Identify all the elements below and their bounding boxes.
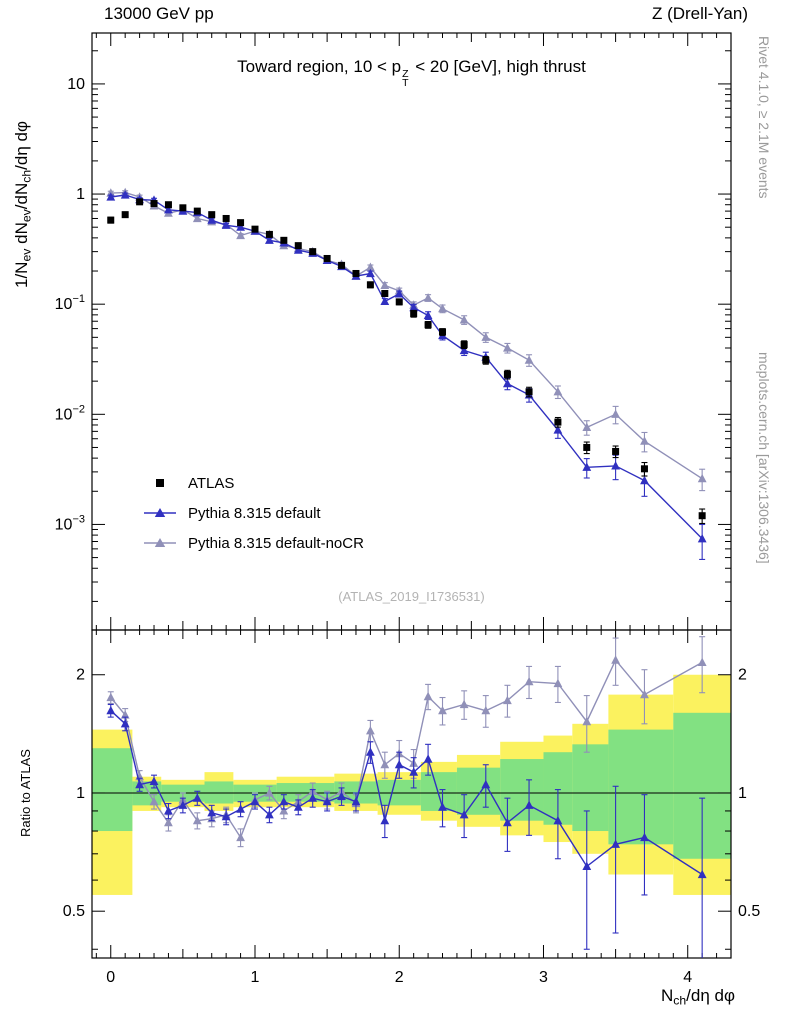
svg-text:1: 1 bbox=[76, 186, 85, 203]
pythia-default-triangle-icon bbox=[144, 508, 176, 517]
svg-text:0: 0 bbox=[106, 969, 115, 986]
mcplots-arxiv-note: mcplots.cern.ch [arXiv:1306.3436] bbox=[756, 352, 772, 564]
svg-text:1: 1 bbox=[738, 785, 747, 802]
x-axis-label: Nch/dη dφ bbox=[660, 986, 735, 1008]
beam-energy-label: 13000 GeV pp bbox=[104, 4, 214, 23]
svg-text:3: 3 bbox=[539, 969, 548, 986]
ratio-uncertainty-bands bbox=[92, 674, 731, 895]
plot-frames bbox=[91, 32, 732, 959]
pythia-nocr-triangle-icon bbox=[144, 538, 176, 547]
analysis-id-watermark: (ATLAS_2019_I1736531) bbox=[338, 589, 485, 604]
process-label: Z (Drell-Yan) bbox=[651, 4, 748, 23]
svg-text:4: 4 bbox=[683, 969, 692, 986]
svg-text:1: 1 bbox=[76, 785, 85, 802]
legend-label: ATLAS bbox=[188, 474, 235, 492]
legend-item-pythia-nocr: Pythia 8.315 default-noCR bbox=[142, 528, 364, 558]
axis-tick-labels: 0 1 2 3 4 10 1 10−1 10−2 10−3 0.5 0.5 1 1 2 2 bbox=[55, 76, 761, 986]
svg-text:10−1: 10−1 bbox=[55, 293, 85, 313]
ratio-series bbox=[106, 636, 707, 958]
svg-text:2: 2 bbox=[395, 969, 404, 986]
axis-ticks bbox=[92, 33, 732, 958]
svg-text:0.5: 0.5 bbox=[63, 903, 85, 920]
rivet-version-note: Rivet 4.1.0, ≥ 2.1M events bbox=[756, 36, 772, 199]
legend-item-atlas: ATLAS bbox=[142, 468, 364, 498]
svg-text:10−2: 10−2 bbox=[55, 403, 85, 423]
svg-text:10−3: 10−3 bbox=[55, 513, 85, 533]
svg-text:2: 2 bbox=[76, 667, 85, 684]
main-y-axis-label: 1/Nev dNev/dNch/dη dφ bbox=[12, 120, 34, 288]
legend: ATLAS Pythia 8.315 default Pythia 8.315 … bbox=[142, 468, 364, 558]
legend-item-pythia-default: Pythia 8.315 default bbox=[142, 498, 364, 528]
ratio-y-axis-label: Ratio to ATLAS bbox=[18, 749, 33, 837]
legend-label: Pythia 8.315 default bbox=[188, 504, 321, 522]
svg-text:0.5: 0.5 bbox=[738, 903, 760, 920]
legend-label: Pythia 8.315 default-noCR bbox=[188, 534, 364, 552]
svg-text:1: 1 bbox=[251, 969, 260, 986]
svg-text:2: 2 bbox=[738, 667, 747, 684]
main-series bbox=[106, 187, 707, 560]
svg-text:10: 10 bbox=[67, 76, 85, 93]
atlas-square-icon bbox=[156, 479, 164, 487]
